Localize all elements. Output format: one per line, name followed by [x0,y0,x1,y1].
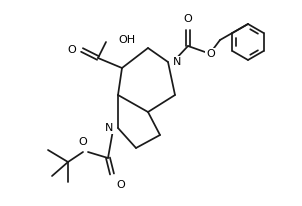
Text: O: O [116,180,125,190]
Text: N: N [173,57,182,67]
Text: O: O [67,45,76,55]
Text: O: O [206,49,215,59]
Text: O: O [78,137,87,147]
Text: O: O [184,14,192,24]
Text: N: N [104,123,113,133]
Text: OH: OH [118,35,135,45]
